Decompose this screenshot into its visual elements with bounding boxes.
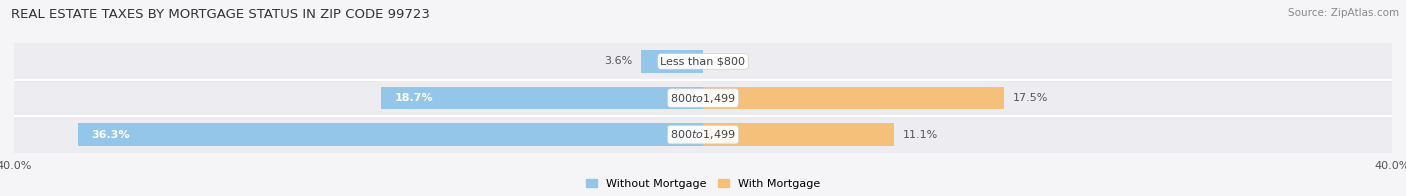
Bar [14,43,1392,80]
Bar [641,50,703,73]
Text: Less than $800: Less than $800 [661,56,745,66]
Text: 0.0%: 0.0% [711,56,740,66]
Text: Source: ZipAtlas.com: Source: ZipAtlas.com [1288,8,1399,18]
Text: 18.7%: 18.7% [395,93,433,103]
Bar [14,80,1392,116]
Legend: Without Mortgage, With Mortgage: Without Mortgage, With Mortgage [586,179,820,189]
Bar [14,116,1392,153]
Text: 11.1%: 11.1% [903,130,938,140]
Text: $800 to $1,499: $800 to $1,499 [671,128,735,141]
Text: 3.6%: 3.6% [605,56,633,66]
Bar [77,123,703,146]
Bar [703,123,894,146]
Text: REAL ESTATE TAXES BY MORTGAGE STATUS IN ZIP CODE 99723: REAL ESTATE TAXES BY MORTGAGE STATUS IN … [11,8,430,21]
Text: 36.3%: 36.3% [91,130,131,140]
Text: 17.5%: 17.5% [1012,93,1049,103]
Text: $800 to $1,499: $800 to $1,499 [671,92,735,104]
Bar [703,87,1004,109]
Bar [381,87,703,109]
